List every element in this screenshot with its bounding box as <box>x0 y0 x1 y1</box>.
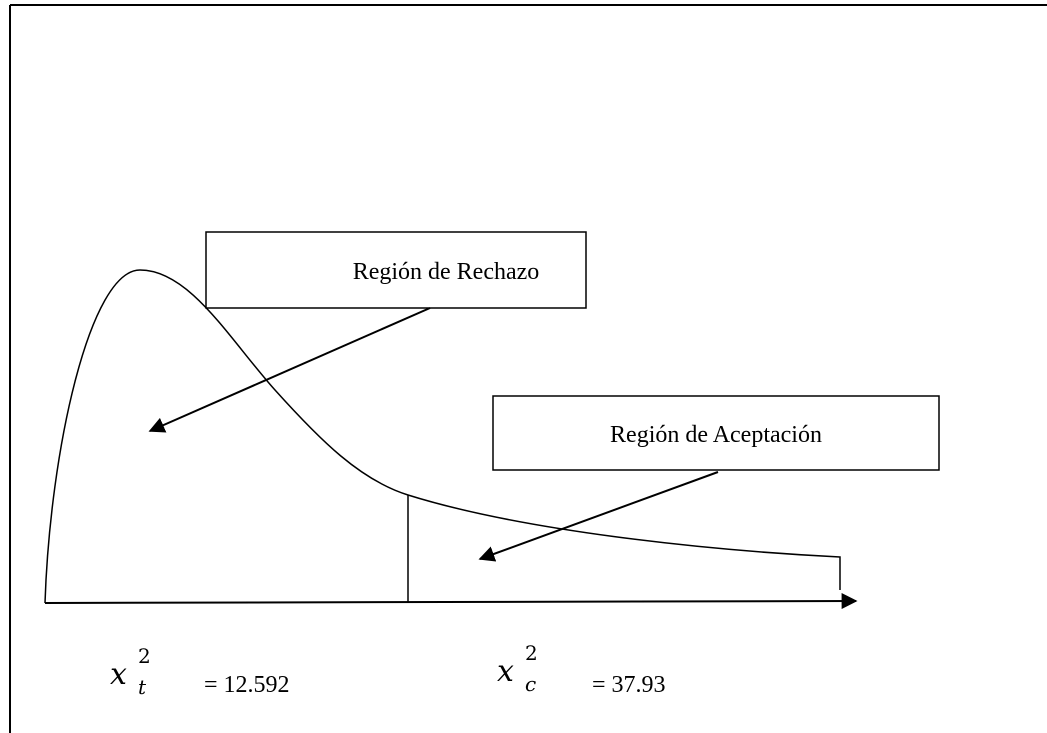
symbol: x <box>110 657 127 692</box>
subscript: t <box>138 675 147 699</box>
rejection-box <box>205 231 587 309</box>
superscript: 2 <box>138 644 151 668</box>
subscript: c <box>525 672 536 696</box>
arrow <box>478 471 719 562</box>
arrow <box>148 307 431 433</box>
box-label: Región de Rechazo <box>353 259 540 285</box>
box-label: Región de Aceptación <box>610 422 822 448</box>
x-axis <box>44 593 858 610</box>
value-text: = 12.592 <box>204 672 290 698</box>
superscript: 2 <box>525 641 538 665</box>
acceptance-box <box>492 395 940 471</box>
distribution-curve <box>44 269 841 604</box>
symbol: x <box>497 654 514 689</box>
value-text: = 37.93 <box>592 672 666 698</box>
